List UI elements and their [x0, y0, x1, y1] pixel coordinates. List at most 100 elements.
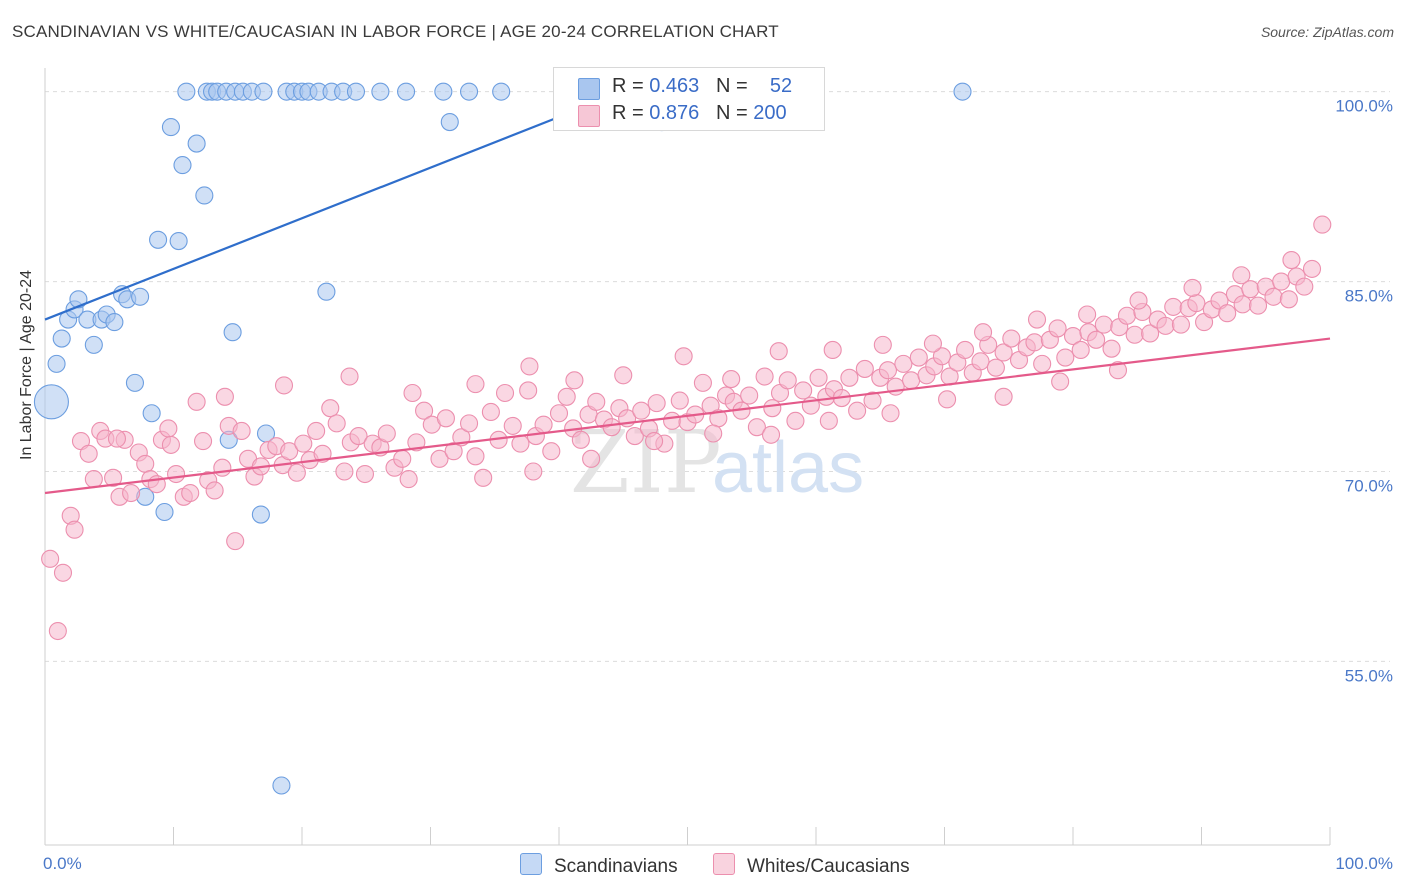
point [84, 470, 103, 489]
point [173, 156, 192, 175]
watermark-atlas: atlas [712, 428, 864, 508]
bottom-legend-whites[interactable]: Whites/Caucasians [713, 853, 910, 878]
point [761, 425, 781, 444]
y-tick-label: 85.0% [1345, 287, 1393, 306]
point [524, 462, 543, 481]
point [704, 424, 723, 443]
point [1187, 294, 1206, 313]
point [1071, 340, 1090, 359]
point [614, 366, 633, 385]
bottom-legend-label-whites: Whites/Caucasians [747, 856, 910, 877]
point [994, 387, 1013, 406]
point [840, 368, 859, 387]
point [902, 371, 921, 390]
point [953, 82, 972, 101]
point [187, 134, 206, 153]
point [187, 392, 206, 411]
point [873, 335, 892, 354]
legend-n-value: 52 [769, 75, 793, 97]
point [823, 340, 842, 359]
legend-n-label: N = [715, 102, 748, 124]
legend-n-value: 200 [753, 102, 787, 124]
point [1218, 304, 1237, 323]
bottom-legend-scandinavians[interactable]: Scandinavians [520, 853, 678, 878]
point [307, 421, 326, 441]
point [755, 367, 774, 386]
point [205, 481, 224, 500]
correlation-legend: R = 0.463 N = 52 R = 0.876 N = 200 [553, 67, 825, 131]
point [1125, 325, 1144, 344]
point [932, 347, 951, 366]
point [886, 377, 905, 396]
point [195, 186, 214, 205]
point [65, 520, 84, 539]
point [549, 404, 569, 423]
point [747, 418, 766, 437]
y-tick-label: 70.0% [1345, 476, 1393, 495]
series-1 [41, 215, 1332, 641]
point [1279, 290, 1298, 309]
point [335, 462, 354, 481]
point [565, 371, 584, 390]
point [397, 82, 416, 101]
point [495, 383, 515, 403]
point [1129, 291, 1148, 310]
point [481, 402, 500, 422]
point [377, 424, 396, 443]
point [79, 444, 98, 463]
point [863, 391, 882, 410]
point [167, 464, 186, 484]
point [534, 415, 553, 434]
source-label[interactable]: Source: ZipAtlas.com [1260, 24, 1394, 40]
point [313, 444, 332, 463]
point [161, 118, 180, 137]
point [769, 342, 788, 361]
grid-lines [45, 91, 1390, 662]
trend-lines [44, 90, 1331, 495]
point [909, 348, 928, 367]
point [33, 384, 69, 420]
point [407, 433, 426, 452]
point [474, 468, 493, 487]
point [1264, 287, 1283, 306]
bottom-legend-label-scandinavians: Scandinavians [554, 856, 678, 877]
point [104, 468, 123, 487]
point [582, 449, 601, 468]
point [878, 361, 898, 380]
legend-r-value: 0.463 [649, 75, 700, 97]
point [149, 230, 168, 249]
point [251, 505, 270, 524]
point [415, 401, 434, 420]
point [223, 323, 242, 342]
point [136, 454, 155, 473]
point [670, 391, 689, 410]
point [848, 401, 867, 420]
point [520, 357, 539, 376]
point [1171, 315, 1190, 334]
point [994, 343, 1013, 362]
point [1302, 259, 1322, 278]
point [459, 414, 479, 433]
point [693, 373, 712, 392]
point [1117, 306, 1137, 325]
point [327, 414, 346, 433]
point [1087, 330, 1106, 349]
point [1033, 354, 1052, 373]
point [444, 442, 463, 461]
point [355, 464, 375, 484]
point [722, 370, 741, 389]
point [436, 409, 455, 428]
point [294, 434, 313, 453]
point [542, 442, 561, 461]
series-0 [33, 82, 972, 795]
point [492, 82, 511, 101]
point [254, 82, 273, 101]
point [274, 376, 294, 395]
point [84, 335, 103, 354]
point [317, 282, 336, 301]
point [349, 426, 368, 446]
axes [44, 68, 1331, 846]
point [1248, 296, 1268, 315]
legend-swatch-whites [578, 105, 600, 127]
point [371, 82, 390, 101]
